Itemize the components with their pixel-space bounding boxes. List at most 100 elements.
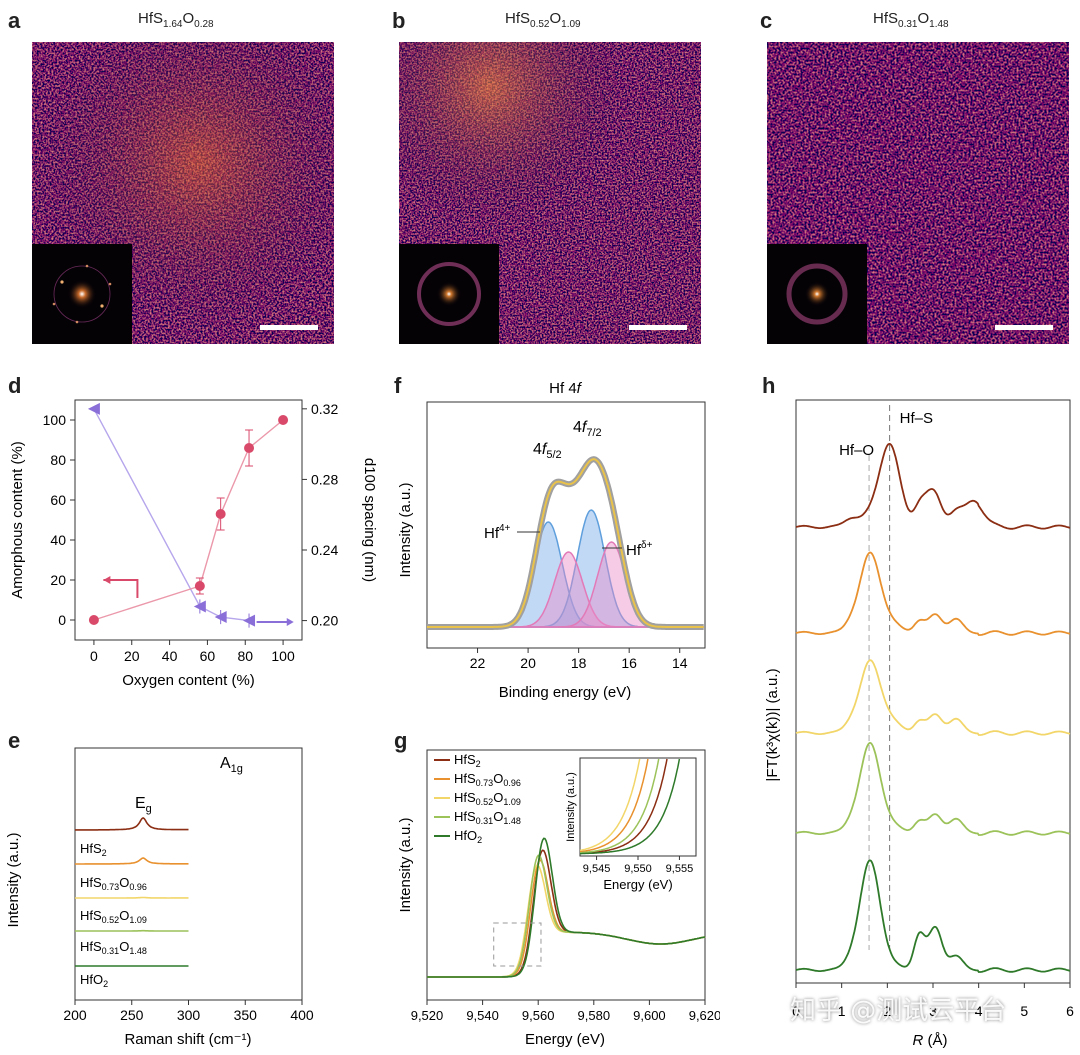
d-spacing-point (193, 600, 206, 613)
g-inset-line (579, 758, 641, 852)
fft-inset-c (767, 244, 867, 344)
h-ylabel: |FT(k³χ(k))| (a.u.) (764, 668, 781, 781)
e-xtick-label: 250 (120, 1007, 144, 1023)
panel-c-title: HfS0.31O1.48 (873, 10, 949, 30)
g-xtick-label: 9,600 (633, 1008, 666, 1023)
g-inset-ylabel: Intensity (a.u.) (565, 772, 577, 842)
chart-e: Intensity (a.u.) Raman shift (cm⁻¹) Eg A… (5, 747, 314, 1048)
g-xanes-line (427, 849, 706, 978)
d-amorphous-point (278, 415, 289, 425)
f-label-hf4: Hf4+ (484, 523, 511, 542)
g-xtick-label: 9,580 (578, 1008, 611, 1023)
panel-b-title: HfS0.52O1.09 (505, 10, 581, 30)
d-left-arrowhead (103, 576, 111, 584)
g-legend-label: HfS0.73O0.96 (454, 771, 521, 788)
h-xtick-label: 4 (975, 1003, 983, 1019)
watermark: 知乎 @测试云平台 (790, 996, 1007, 1026)
d-ytick-label: 0 (58, 612, 66, 628)
f-label-hfdelta: Hfδ+ (626, 540, 653, 559)
e-xtick-label: 350 (234, 1007, 258, 1023)
g-xtick-label: 9,520 (411, 1008, 444, 1023)
h-marker-label: Hf–S (900, 410, 933, 427)
f-label-4f72: 4f7/2 (573, 419, 602, 439)
e-label-hfs031: HfS0.31O1.48 (80, 939, 147, 956)
h-xtick-label: 3 (929, 1003, 937, 1019)
panel-a-title: HfS1.64O0.28 (138, 10, 214, 30)
f-xtick-label: 14 (672, 655, 688, 671)
scale-bar-b (629, 325, 687, 330)
h-ft-line (795, 859, 1071, 973)
g-legend-label: HfS0.52O1.09 (454, 790, 521, 807)
d-xtick-label: 100 (271, 648, 295, 664)
h-xtick-label: 5 (1020, 1003, 1028, 1019)
f-frame (426, 401, 706, 649)
f-component-peak (427, 551, 704, 628)
h-ft-line (795, 442, 1071, 530)
h-xtick-label: 0 (792, 1003, 800, 1019)
micrograph-a (32, 42, 334, 344)
h-xtick-label: 6 (1066, 1003, 1074, 1019)
panel-d-label: d (8, 373, 22, 398)
g-inset-line (579, 758, 649, 853)
scale-bar-c (995, 325, 1053, 330)
d-amorphous-point (215, 509, 226, 519)
g-inset-line (580, 758, 660, 854)
micrograph-b (399, 42, 701, 344)
g-inset-line (580, 758, 681, 855)
scale-bar-a (260, 325, 318, 330)
d-amorphous-point (244, 443, 255, 453)
micrograph-c (767, 42, 1069, 344)
d-y2tick-label: 0.20 (311, 613, 338, 629)
e-label-hfs073: HfS0.73O0.96 (80, 875, 147, 892)
h-ft-line (795, 659, 1071, 736)
g-inset-xtick-label: 9,550 (624, 863, 652, 875)
f-xtick-label: 20 (520, 655, 536, 671)
f-xtick-label: 16 (621, 655, 637, 671)
panel-a-label: a (8, 8, 21, 33)
g-inset-xlabel: Energy (eV) (603, 877, 672, 892)
d-amorphous-point (88, 615, 99, 625)
g-legend-label: HfO2 (454, 828, 482, 845)
g-xtick-label: 9,540 (466, 1008, 499, 1023)
e-spectrum-line (75, 857, 189, 865)
e-peak-eg: Eg (135, 795, 152, 815)
g-inset-line (580, 758, 668, 854)
panel-c-label: c (760, 8, 773, 33)
d-xtick-label: 20 (124, 648, 140, 664)
f-xtick-label: 18 (571, 655, 587, 671)
d-xtick-label: 40 (162, 648, 178, 664)
d-left-arrow (103, 579, 139, 598)
g-xanes-line (427, 854, 706, 978)
e-spectrum-line (75, 816, 189, 831)
f-fit-envelope (427, 458, 704, 628)
e-xlabel: Raman shift (cm⁻¹) (124, 1031, 251, 1048)
panel-h-label: h (762, 373, 776, 398)
g-zoom-box (493, 922, 542, 967)
d-amorphous-point (194, 581, 205, 591)
e-xtick-label: 400 (290, 1007, 314, 1023)
f-xlabel: Binding energy (eV) (499, 684, 632, 701)
d-ytick-label: 20 (50, 572, 66, 588)
e-spectrum-line (75, 896, 189, 899)
h-xtick-label: 1 (838, 1003, 846, 1019)
g-legend-label: HfS0.31O1.48 (454, 809, 521, 826)
chart-f: Hf 4f Intensity (a.u.) Binding energy (e… (397, 380, 706, 701)
chart-h: |FT(k³χ(k))| (a.u.) R (Å) 0 1 2 3 4 5 6 Hf–O Hf–… (764, 399, 1074, 1049)
g-inset-xtick-label: 9,545 (583, 863, 611, 875)
e-frame (74, 747, 303, 1001)
h-frame (795, 399, 1071, 984)
fft-pattern-b (417, 262, 481, 326)
h-xlabel: R (Å) (912, 1032, 947, 1049)
h-ft-line (795, 741, 1071, 836)
d-ytick-label: 60 (50, 492, 66, 508)
fft-inset-b (399, 244, 499, 344)
d-y2tick-label: 0.32 (311, 401, 338, 417)
d-xtick-label: 60 (200, 648, 216, 664)
d-y2tick-label: 0.24 (311, 542, 338, 558)
panel-e-label: e (8, 728, 21, 753)
e-label-hfo2: HfO2 (80, 972, 108, 989)
g-ylabel: Intensity (a.u.) (397, 817, 414, 912)
g-legend-label: HfS2 (454, 752, 481, 769)
d-spacing-point (214, 611, 227, 624)
d-ylabel: Amorphous content (%) (9, 441, 26, 599)
